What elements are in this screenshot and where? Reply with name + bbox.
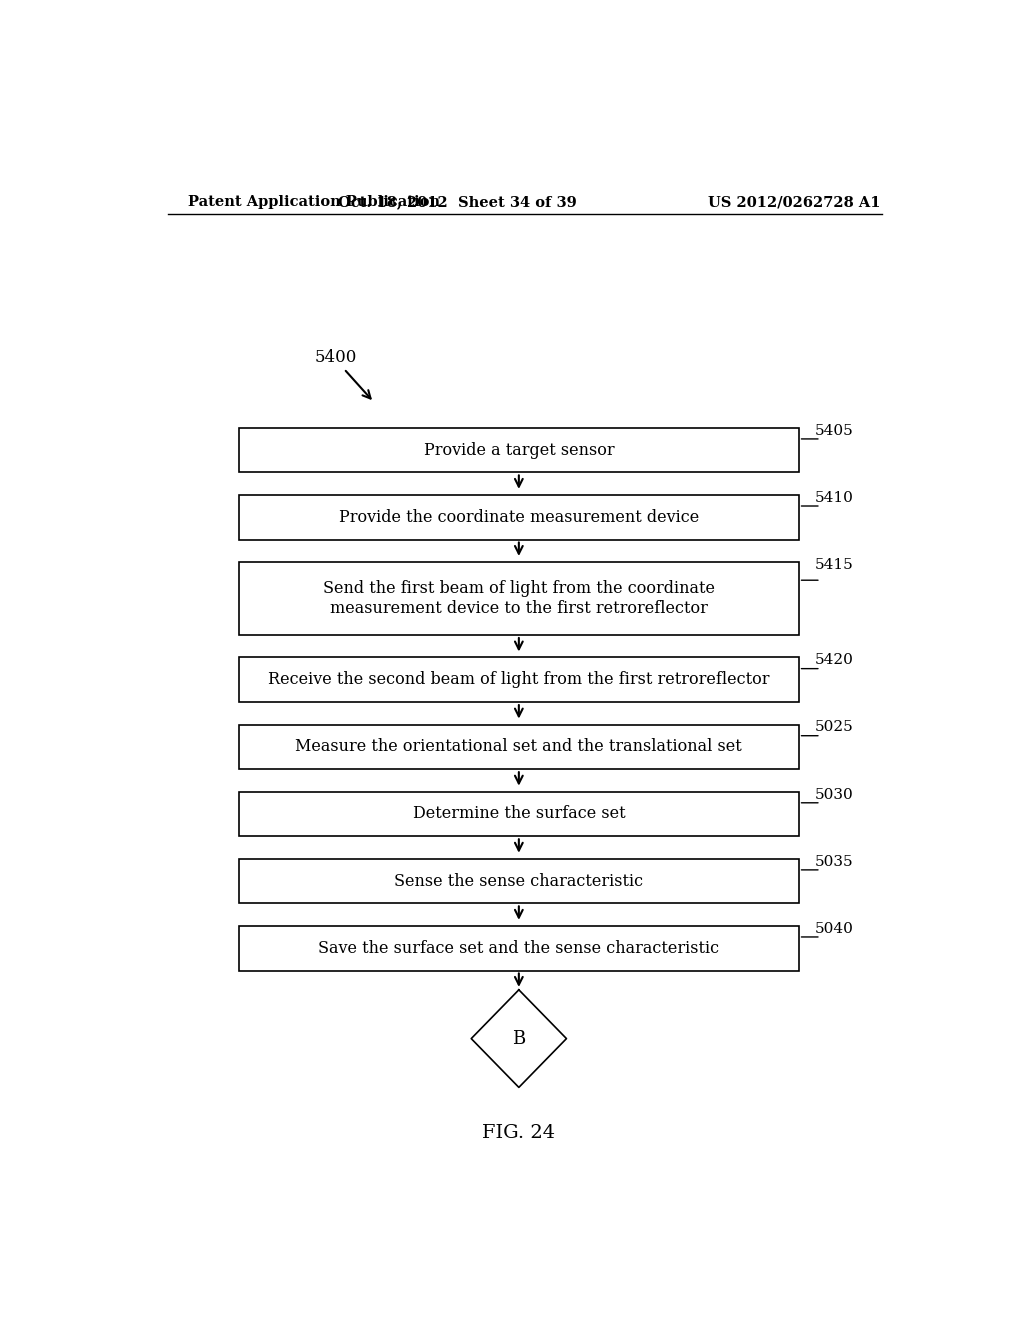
Bar <box>240 725 799 770</box>
Text: B: B <box>512 1030 525 1048</box>
Bar <box>240 428 799 473</box>
Bar <box>240 657 799 702</box>
Text: Receive the second beam of light from the first retroreflector: Receive the second beam of light from th… <box>268 672 770 688</box>
Text: 5030: 5030 <box>814 788 853 801</box>
Text: Send the first beam of light from the coordinate
measurement device to the first: Send the first beam of light from the co… <box>323 581 715 616</box>
Text: FIG. 24: FIG. 24 <box>482 1125 555 1142</box>
Text: 5400: 5400 <box>314 348 357 366</box>
Text: Save the surface set and the sense characteristic: Save the surface set and the sense chara… <box>318 940 720 957</box>
Text: 5405: 5405 <box>814 424 853 438</box>
Text: Measure the orientational set and the translational set: Measure the orientational set and the tr… <box>296 738 742 755</box>
Text: 5415: 5415 <box>814 558 853 572</box>
Text: Sense the sense characteristic: Sense the sense characteristic <box>394 873 643 890</box>
Bar <box>240 859 799 903</box>
Text: Patent Application Publication: Patent Application Publication <box>187 195 439 209</box>
Text: 5040: 5040 <box>814 921 853 936</box>
Polygon shape <box>471 990 566 1088</box>
Text: US 2012/0262728 A1: US 2012/0262728 A1 <box>709 195 881 209</box>
Text: Provide the coordinate measurement device: Provide the coordinate measurement devic… <box>339 508 699 525</box>
Bar <box>240 495 799 540</box>
Text: 5025: 5025 <box>814 721 853 734</box>
Bar <box>240 792 799 837</box>
Text: 5420: 5420 <box>814 653 853 668</box>
Bar <box>240 562 799 635</box>
Text: 5410: 5410 <box>814 491 853 504</box>
Bar <box>240 925 799 970</box>
Text: Provide a target sensor: Provide a target sensor <box>424 442 614 458</box>
Text: 5035: 5035 <box>814 854 853 869</box>
Text: Oct. 18, 2012  Sheet 34 of 39: Oct. 18, 2012 Sheet 34 of 39 <box>338 195 577 209</box>
Text: Determine the surface set: Determine the surface set <box>413 805 626 822</box>
